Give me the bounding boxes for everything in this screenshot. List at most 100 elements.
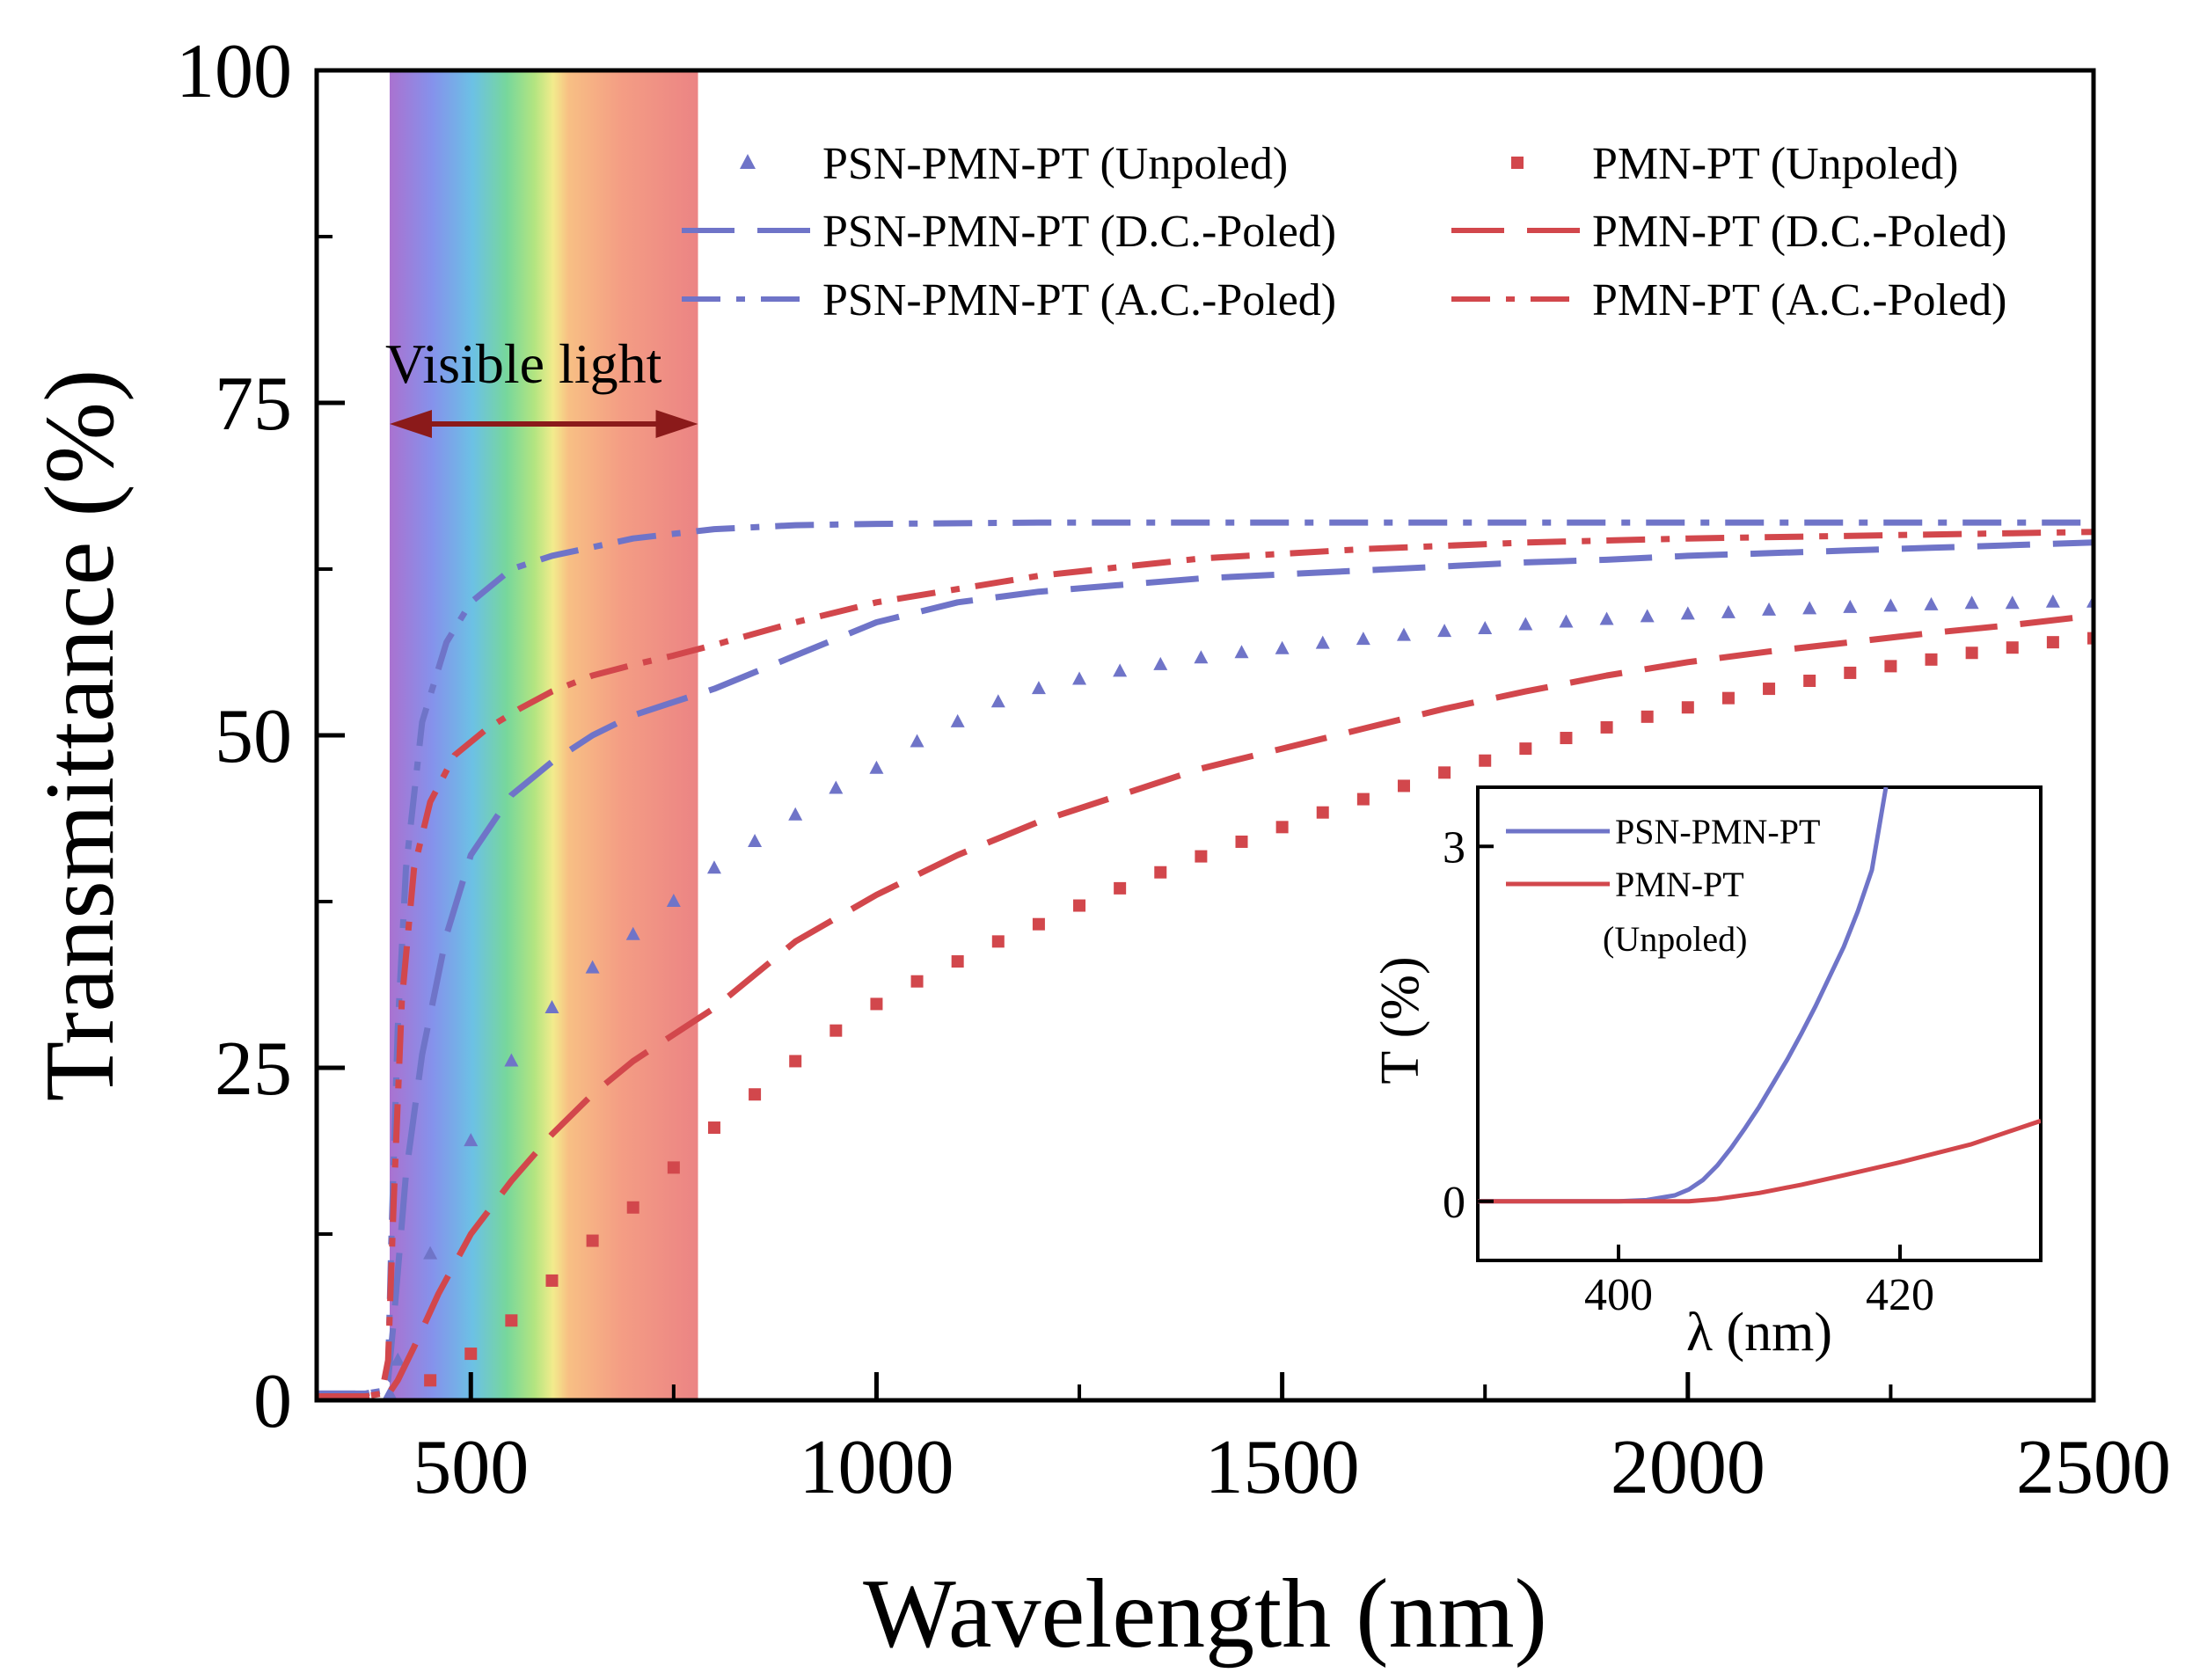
data-point xyxy=(505,1314,518,1327)
data-point xyxy=(910,734,924,748)
data-point xyxy=(1478,621,1493,635)
inset-legend-label: PSN-PMN-PT xyxy=(1615,812,1820,851)
inset-series-pmn xyxy=(1478,1118,2041,1204)
y-tick-label: 50 xyxy=(215,694,292,779)
inset-chart: 400 420 0 3 PSN-PMN-PT PMN-PT (Unpoled) λ (nm… xyxy=(1370,785,2043,1362)
inset-legend-entry: PSN-PMN-PT xyxy=(1506,812,1820,851)
data-point xyxy=(1802,601,1817,615)
legend-label: PSN-PMN-PT (A.C.-Poled) xyxy=(822,275,1336,325)
data-point xyxy=(829,780,844,794)
data-point xyxy=(586,1234,599,1247)
inset-y-tick-label: 3 xyxy=(1443,822,1465,873)
data-point xyxy=(1195,850,1208,863)
x-tick-label: 1000 xyxy=(799,1425,954,1510)
data-point xyxy=(1275,821,1289,834)
data-point xyxy=(585,960,600,974)
series-psn-pmn-pt-d-c-poled xyxy=(317,539,2094,1397)
data-point xyxy=(504,1053,519,1067)
legend-entry: PSN-PMN-PT (D.C.-Poled) xyxy=(682,207,1336,257)
legend-marker xyxy=(1511,157,1524,169)
inset-x-axis-title: λ (nm) xyxy=(1686,1303,1832,1362)
data-point xyxy=(1356,632,1370,646)
inset-x-tick-label: 400 xyxy=(1584,1270,1653,1320)
data-point xyxy=(1113,663,1128,677)
data-point xyxy=(869,760,884,774)
legend-label: PSN-PMN-PT (D.C.-Poled) xyxy=(822,207,1336,257)
data-point xyxy=(1721,691,1735,705)
series-layer xyxy=(317,519,2094,1399)
inset-legend: PSN-PMN-PT PMN-PT (Unpoled) xyxy=(1506,812,1820,959)
x-tick-label: 500 xyxy=(413,1425,529,1510)
data-point xyxy=(1599,611,1614,625)
data-point xyxy=(544,999,559,1013)
legend-entry: PSN-PMN-PT (Unpoled) xyxy=(740,139,1288,189)
data-point xyxy=(2005,595,2020,610)
x-tick-label: 2000 xyxy=(1611,1425,1765,1510)
data-point xyxy=(706,860,721,874)
data-point xyxy=(1235,835,1248,848)
data-point xyxy=(748,833,763,847)
data-point xyxy=(1560,732,1573,745)
data-point xyxy=(990,694,1005,708)
data-point xyxy=(1884,660,1897,673)
data-point xyxy=(1316,806,1329,819)
y-axis-title: Transmittance (%) xyxy=(26,369,135,1102)
data-point xyxy=(667,1161,680,1174)
legend-marker xyxy=(740,154,756,169)
data-point xyxy=(1924,596,1939,610)
inset-series-layer xyxy=(1478,787,2041,1204)
y-axis-ticks: 0 25 50 75 100 xyxy=(176,29,345,1444)
inset-y-axis-title: T (%) xyxy=(1370,956,1430,1084)
data-point xyxy=(1154,866,1167,879)
data-point xyxy=(1438,766,1451,779)
data-point xyxy=(1640,609,1655,623)
visible-light-arrow-head-left xyxy=(390,410,433,438)
legend: PSN-PMN-PT (Unpoled) PSN-PMN-PT (D.C.-Pol… xyxy=(682,139,2006,325)
y-tick-label: 25 xyxy=(215,1026,292,1112)
visible-light-arrow-head-right xyxy=(655,410,698,438)
series-pmn-pt-d-c-poled xyxy=(317,612,2094,1399)
inset-legend-label: PMN-PT xyxy=(1615,865,1744,904)
data-point xyxy=(788,807,803,821)
legend-label: PSN-PMN-PT (Unpoled) xyxy=(822,139,1288,189)
visible-light-annotation: Visible light xyxy=(385,332,698,438)
x-tick-label: 1500 xyxy=(1205,1425,1360,1510)
series-pmn-pt-a-c-poled xyxy=(317,529,2094,1399)
data-point xyxy=(829,1024,843,1037)
data-point xyxy=(870,997,883,1011)
legend-label: PMN-PT (D.C.-Poled) xyxy=(1592,207,2006,257)
data-point xyxy=(1641,710,1654,723)
data-point xyxy=(707,1121,720,1135)
legend-entry: PMN-PT (D.C.-Poled) xyxy=(1451,207,2006,257)
data-point xyxy=(1437,624,1452,638)
data-point xyxy=(1397,779,1410,793)
data-point xyxy=(626,1201,639,1214)
data-point xyxy=(1234,645,1249,659)
data-point xyxy=(1072,671,1087,685)
data-point xyxy=(1559,614,1574,628)
data-point xyxy=(2045,594,2060,608)
data-point xyxy=(464,1133,479,1147)
data-point xyxy=(1681,701,1694,714)
data-point xyxy=(1762,602,1777,616)
data-point xyxy=(1803,675,1816,688)
y-tick-label: 0 xyxy=(253,1359,292,1444)
series-pmn-pt-unpoled xyxy=(424,632,2094,1387)
data-point xyxy=(1518,617,1533,631)
data-point xyxy=(1315,635,1330,649)
data-point xyxy=(1031,681,1046,695)
x-axis-ticks: 500 1000 1500 2000 2500 xyxy=(413,1372,2171,1510)
data-point xyxy=(1680,606,1695,620)
data-point xyxy=(1883,598,1898,612)
data-point xyxy=(1843,599,1858,613)
data-point xyxy=(1600,720,1613,734)
inset-x-tick-label: 420 xyxy=(1866,1270,1934,1320)
data-point xyxy=(1032,917,1045,931)
data-point xyxy=(1925,653,1938,666)
data-point xyxy=(950,713,965,727)
data-point xyxy=(1073,899,1086,912)
series-psn-pmn-pt-unpoled xyxy=(383,594,2094,1399)
data-point xyxy=(1114,881,1127,895)
data-point xyxy=(1844,666,1857,679)
x-tick-label: 2500 xyxy=(2016,1425,2171,1510)
